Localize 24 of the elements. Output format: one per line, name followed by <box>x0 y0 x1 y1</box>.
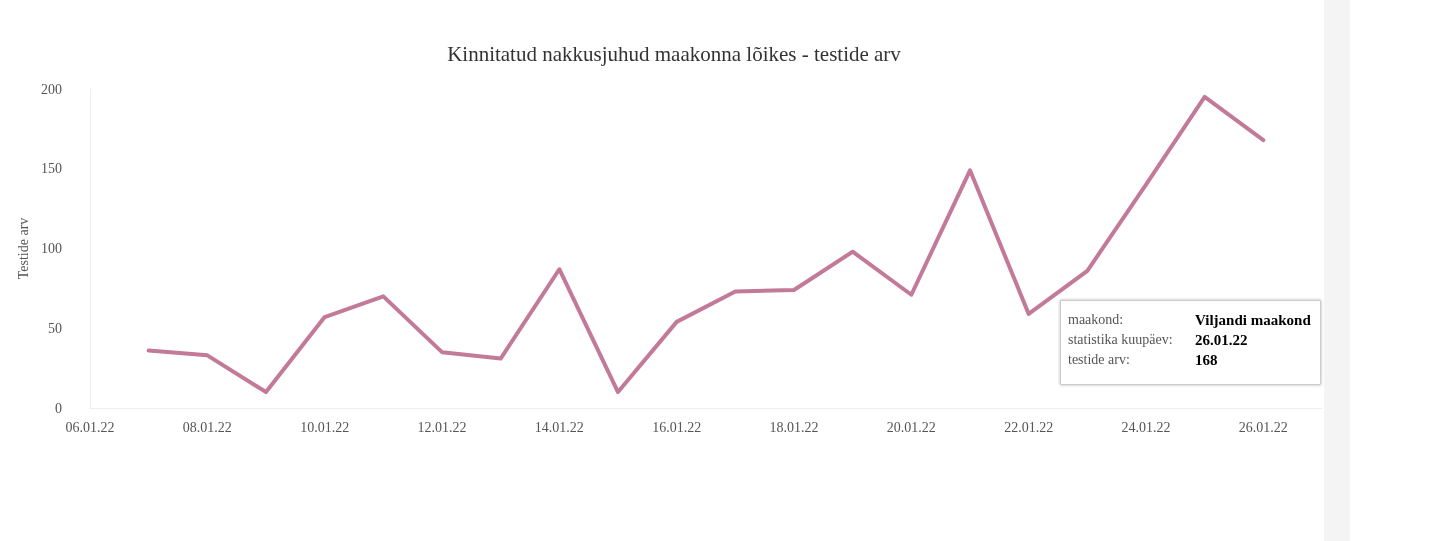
annotation: Viljandi maakond <box>1195 311 1312 328</box>
x-tick-label: 20.01.22 <box>886 419 936 435</box>
annotation: 26.01.22 <box>1195 331 1248 348</box>
annotation: testide arv: <box>1068 351 1130 367</box>
annotation: maakond: <box>1068 311 1124 327</box>
x-tick-label: 14.01.22 <box>534 419 584 435</box>
y-tick-label: 50 <box>48 320 62 336</box>
x-tick-label: 18.01.22 <box>769 419 819 435</box>
x-tick-label: 10.01.22 <box>300 419 350 435</box>
x-tick-label: 08.01.22 <box>182 419 232 435</box>
x-tick-label: 22.01.22 <box>1004 419 1054 435</box>
y-tick-label: 200 <box>41 81 62 97</box>
y-tick-label: 100 <box>41 241 62 256</box>
annotation: statistika kuupäev: <box>1068 331 1173 347</box>
y-tick-label: 0 <box>55 400 62 416</box>
x-tick-label: 12.01.22 <box>417 419 467 435</box>
chart-title: Kinnitatud nakkusjuhud maakonna lõikes - testide arv <box>447 41 902 66</box>
x-tick-label: 16.01.22 <box>652 419 702 435</box>
annotation: 168 <box>1195 351 1218 368</box>
y-tick-label: 150 <box>41 161 62 177</box>
x-tick-label: 26.01.22 <box>1238 419 1288 435</box>
x-tick-label: 06.01.22 <box>65 419 115 435</box>
x-tick-label: 24.01.22 <box>1121 419 1171 435</box>
y-axis-title: Testide arv <box>15 217 31 280</box>
